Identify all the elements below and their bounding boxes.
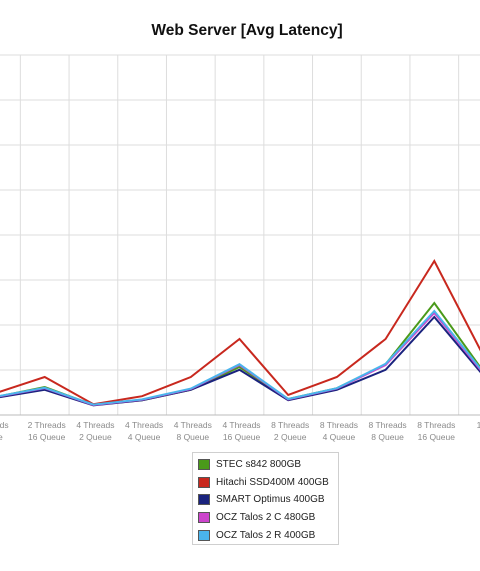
chart-grid (0, 54, 480, 416)
legend-swatch (198, 529, 210, 541)
legend-item: STEC s842 800GB (193, 456, 338, 474)
legend-swatch (198, 459, 210, 471)
legend-label: Hitachi SSD400M 400GB (216, 476, 329, 488)
legend-label: OCZ Talos 2 C 480GB (216, 512, 316, 524)
x-tick-label: 4 Threads (222, 420, 260, 430)
x-tick-label: 8 Threads (271, 420, 309, 430)
legend-swatch (198, 494, 210, 506)
x-tick-label: 4 Threads (174, 420, 212, 430)
x-tick-label: 16 Queue (418, 432, 456, 442)
legend-item: OCZ Talos 2 C 480GB (193, 509, 338, 527)
x-tick-label: 4 Threads (76, 420, 114, 430)
x-tick-label: 4 Queue (323, 432, 356, 442)
series-line-1 (0, 258, 480, 406)
chart-title: Web Server [Avg Latency] (151, 22, 342, 39)
x-tick-label: 8 Queue (176, 432, 209, 442)
series-lines (0, 258, 480, 407)
x-tick-label: 8 Threads (320, 420, 358, 430)
series-line-0 (0, 301, 480, 407)
legend-item: SMART Optimus 400GB (193, 491, 338, 509)
legend-item: Hitachi SSD400M 400GB (193, 474, 338, 492)
x-tick-label: 8 Queue (371, 432, 404, 442)
x-tick-label: 16 Queue (223, 432, 261, 442)
x-tick-label: 16 Queue (28, 432, 66, 442)
x-tick-label: 4 Threads (125, 420, 163, 430)
legend-label: SMART Optimus 400GB (216, 494, 325, 506)
legend-swatch (198, 512, 210, 524)
x-tick-label: 2 Queue (274, 432, 307, 442)
legend-label: OCZ Talos 2 R 400GB (216, 529, 316, 541)
x-tick-label: 2 Queue (79, 432, 112, 442)
legend-label: STEC s842 800GB (216, 459, 302, 471)
x-tick-label: 4 Queue (128, 432, 161, 442)
series-line-4 (0, 309, 480, 406)
legend-swatch (198, 476, 210, 488)
legend-item: OCZ Talos 2 R 400GB (193, 526, 338, 544)
x-tick-label: 8 Threads (417, 420, 455, 430)
chart-legend: STEC s842 800GB Hitachi SSD400M 400GB SMAR… (192, 452, 339, 545)
x-tick-label: reads (0, 420, 9, 430)
x-axis-tick-labels: reads ue 2 Threads 16 Queue 4 Threads 2 Queue… (0, 420, 480, 442)
x-tick-label: 2 Threads (28, 420, 66, 430)
x-tick-label: 16 T (477, 420, 480, 430)
x-tick-label: 8 Threads (369, 420, 407, 430)
x-tick-label: ue (0, 432, 3, 442)
